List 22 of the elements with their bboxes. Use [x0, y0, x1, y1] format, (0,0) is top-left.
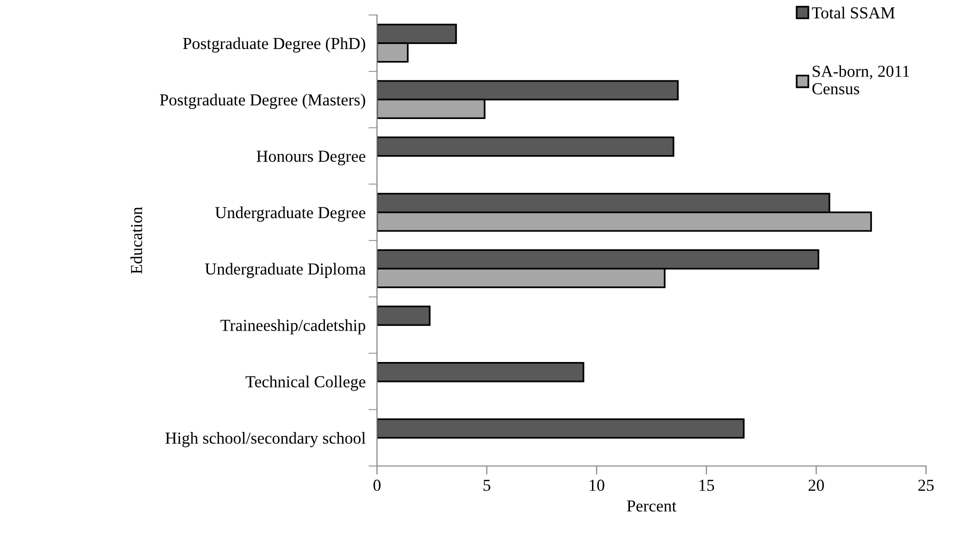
y-tick-label: High school/secondary school	[165, 432, 366, 448]
y-tick-label: Postgraduate Degree (PhD)	[183, 37, 366, 53]
legend-label: Total SSAM	[812, 6, 895, 18]
y-tick-label: Undergraduate Degree	[215, 206, 366, 222]
y-tick-label: Honours Degree	[256, 150, 366, 166]
y-axis-title: Education	[130, 206, 142, 274]
bar	[377, 418, 745, 439]
legend-label: SA-born, 2011 Census	[812, 65, 910, 94]
x-axis-title: Percent	[626, 500, 676, 512]
bar	[377, 136, 674, 157]
x-tick-label: 15	[700, 480, 714, 491]
bar	[377, 306, 431, 326]
y-tick-label: Traineeship/cadetship	[220, 319, 366, 334]
x-tick-label: 5	[484, 480, 490, 491]
y-tick-label: Undergraduate Diploma	[205, 262, 366, 278]
x-tick-label: 20	[808, 480, 824, 491]
x-tick-label: 10	[590, 480, 604, 491]
bar	[377, 362, 584, 382]
x-tick-label: 25	[918, 480, 934, 491]
x-tick-label: 0	[373, 480, 381, 491]
y-tick-label: Technical College	[246, 376, 366, 391]
y-tick-label: Postgraduate Degree (Masters)	[160, 94, 366, 109]
